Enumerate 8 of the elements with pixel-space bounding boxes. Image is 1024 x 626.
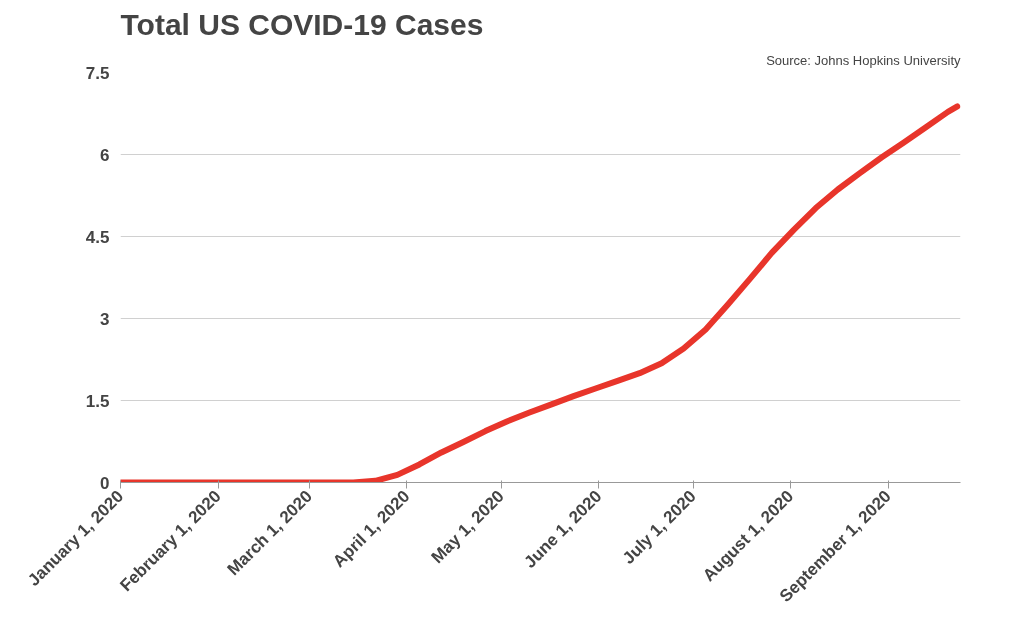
y-tick-label: 1.5 bbox=[85, 391, 110, 411]
y-tick-label: 3 bbox=[100, 309, 110, 329]
y-tick-label: 4.5 bbox=[85, 227, 110, 247]
y-tick-label: 6 bbox=[100, 145, 110, 165]
chart-title: Total US COVID-19 Cases bbox=[120, 7, 484, 41]
y-tick-label: 7.5 bbox=[85, 63, 110, 83]
y-tick-label: 0 bbox=[100, 473, 110, 493]
source-note: Source: Johns Hopkins University bbox=[766, 52, 961, 68]
